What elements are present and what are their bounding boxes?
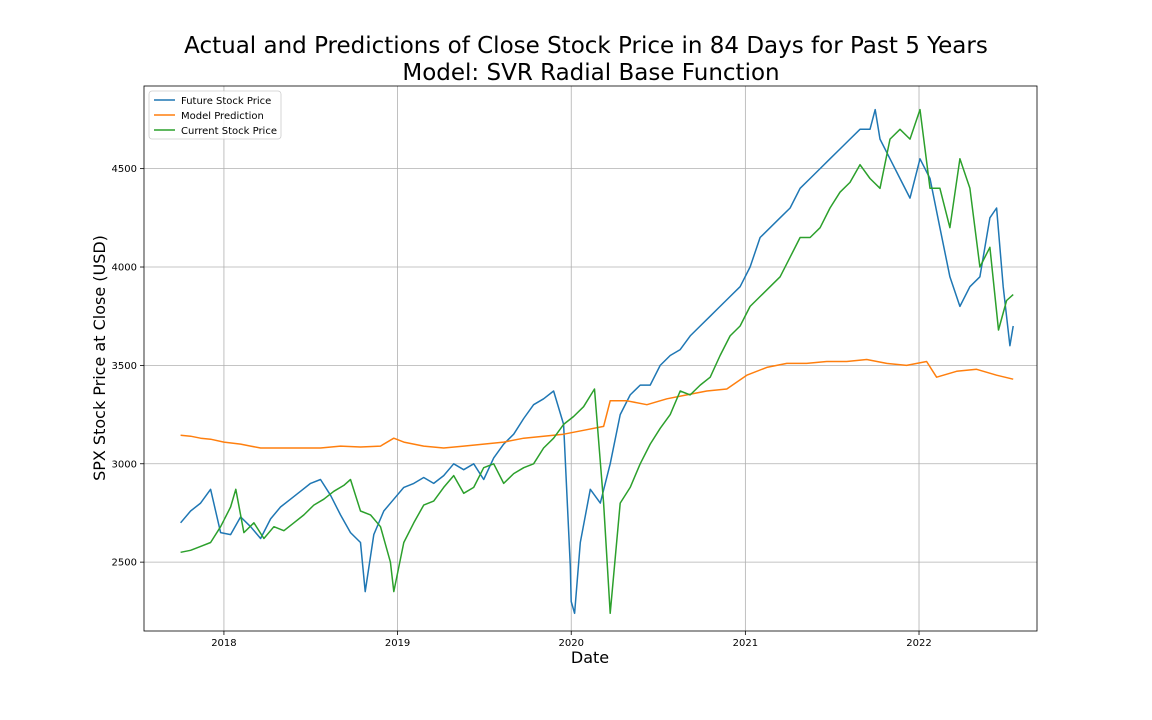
y-tick-label-3: 4000 [112, 263, 137, 274]
x-tick-label-3: 2021 [733, 638, 758, 649]
legend: Future Stock Price Model Prediction Curr… [148, 90, 282, 140]
series-line-future-stock-price [180, 108, 1014, 615]
x-axis-ticks: 2018 2019 2020 2021 2022 [211, 631, 932, 649]
data-series [180, 108, 1014, 615]
series-line-current-stock-price [180, 108, 1014, 615]
series-line-model-prediction [180, 358, 1014, 449]
legend-box [148, 90, 282, 140]
x-tick-label-2: 2020 [559, 638, 584, 649]
chart-subtitle: Model: SVR Radial Base Function [402, 60, 779, 86]
plot-frame [143, 85, 1038, 632]
x-tick-label-0: 2018 [211, 638, 236, 649]
y-axis-label: SPX Stock Price at Close (USD) [90, 235, 109, 481]
y-tick-label-0: 2500 [112, 558, 137, 569]
legend-label-prediction: Model Prediction [181, 111, 264, 122]
legend-label-current: Current Stock Price [181, 126, 277, 137]
y-tick-label-2: 3500 [112, 361, 137, 372]
y-tick-label-1: 3000 [112, 459, 137, 470]
y-axis-ticks: 2500 3000 3500 4000 4500 [112, 164, 144, 569]
legend-label-future: Future Stock Price [181, 96, 271, 107]
x-axis-label: Date [571, 648, 609, 667]
chart-title: Actual and Predictions of Close Stock Pr… [184, 33, 988, 59]
x-tick-label-1: 2019 [385, 638, 410, 649]
grid-lines [144, 86, 1037, 631]
y-tick-label-4: 4500 [112, 164, 137, 175]
x-tick-label-4: 2022 [906, 638, 931, 649]
